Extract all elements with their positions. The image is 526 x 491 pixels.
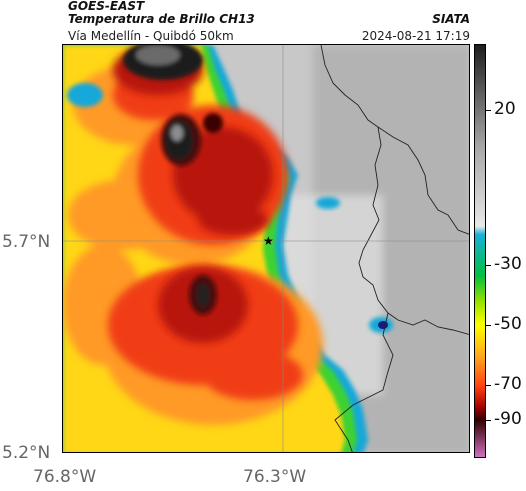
route-subtitle: Vía Medellín - Quibdó 50km: [68, 29, 234, 43]
y-tick-label: 5.7°N: [2, 232, 51, 252]
colorbar-label: -90: [494, 409, 522, 429]
location-star-marker: ★: [263, 234, 274, 248]
brightness-temperature-map: ★: [63, 45, 469, 452]
colorbar-tick: [486, 110, 491, 111]
x-tick-label: 76.3°W: [243, 467, 307, 487]
admin-border-line: [320, 45, 469, 335]
colorbar-label: -70: [494, 374, 522, 394]
admin-border-line-2: [377, 126, 469, 235]
map-panel[interactable]: ★: [62, 44, 470, 453]
colorbar-label: -30: [494, 254, 522, 274]
cloud-cold-tops: [123, 45, 223, 315]
small-cell-1: [316, 197, 340, 209]
product-title: Temperatura de Brillo CH13: [68, 12, 255, 26]
agency-label: SIATA: [432, 12, 470, 26]
timestamp: 2024-08-21 17:19: [361, 29, 470, 43]
temperature-colorbar: [474, 44, 486, 458]
colorbar-tick: [486, 265, 491, 266]
colorbar-label: 20: [494, 99, 516, 119]
admin-border-line-3: [334, 312, 394, 452]
colorbar-label: -50: [494, 314, 522, 334]
cyan-blob-nw: [67, 83, 103, 107]
x-tick-label: 76.8°W: [33, 467, 97, 487]
colorbar-tick: [486, 385, 491, 386]
small-cell-2-core: [378, 321, 388, 329]
y-tick-label: 5.2°N: [2, 443, 51, 463]
colorbar-tick: [486, 420, 491, 421]
satellite-title: GOES-EAST: [68, 0, 145, 13]
colorbar-tick: [486, 325, 491, 326]
